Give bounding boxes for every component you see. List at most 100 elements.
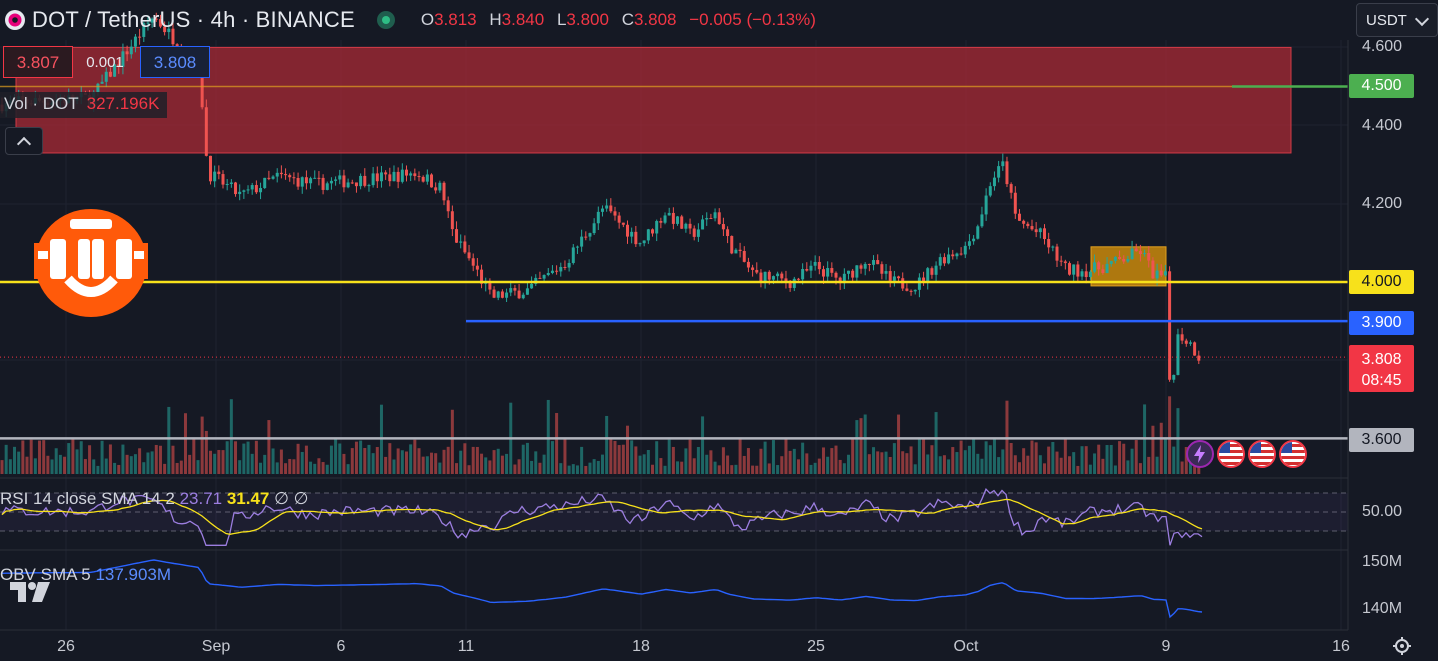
volume-bar xyxy=(1101,458,1105,474)
volume-bar xyxy=(288,458,292,474)
volume-bar xyxy=(1088,464,1092,474)
candle-body xyxy=(838,277,842,284)
candle-body xyxy=(121,51,125,67)
volume-bar xyxy=(830,448,834,474)
candle-body xyxy=(1080,271,1084,277)
candle-body xyxy=(863,263,867,269)
collapse-legend-button[interactable] xyxy=(5,127,43,155)
lightning-event-icon[interactable] xyxy=(1186,440,1214,468)
obv-tick-2: 140M xyxy=(1362,600,1403,617)
settings-gear-icon[interactable] xyxy=(1392,636,1412,656)
candle-body xyxy=(563,266,567,268)
change-value: −0.005 (−0.13%) xyxy=(689,10,816,29)
volume-bar xyxy=(796,459,800,474)
level-tag-3600[interactable]: 3.600 xyxy=(1349,428,1414,452)
volume-bar xyxy=(350,448,354,474)
volume-bar xyxy=(571,464,575,474)
candle-body xyxy=(559,266,563,272)
candle-body xyxy=(855,265,859,278)
candle-body xyxy=(488,282,492,290)
volume-bar xyxy=(175,462,179,474)
volume-bar xyxy=(317,458,321,474)
volume-bar xyxy=(192,438,196,474)
volume-bar xyxy=(980,458,984,474)
volume-bar xyxy=(538,462,542,474)
candle-body xyxy=(288,175,292,178)
candle-body xyxy=(150,18,154,23)
volume-bar xyxy=(8,459,12,474)
x-tick-3: 11 xyxy=(457,638,475,655)
volume-bar xyxy=(46,455,50,474)
obv-legend[interactable]: OBV SMA 5 137.903M xyxy=(0,565,171,585)
candle-body xyxy=(213,171,217,182)
candle-body xyxy=(104,71,108,82)
candle-body xyxy=(717,212,721,225)
symbol-title[interactable]: DOT / TetherUS · 4h · BINANCE xyxy=(32,7,355,32)
volume-bar xyxy=(721,447,725,474)
volume-bar xyxy=(1034,442,1038,474)
volume-bar xyxy=(1168,396,1172,474)
candle-body xyxy=(630,231,634,237)
candle-body xyxy=(767,271,771,280)
currency-select[interactable]: USDT xyxy=(1356,3,1438,37)
candle-body xyxy=(259,188,263,193)
buy-price-button[interactable]: 3.808 xyxy=(140,46,210,78)
candle-body xyxy=(692,228,696,237)
volume-bar xyxy=(955,452,959,474)
chevron-down-icon xyxy=(1414,11,1430,27)
us-flag-event-icon[interactable] xyxy=(1279,440,1307,468)
volume-bar xyxy=(705,454,709,474)
candle-body xyxy=(154,18,158,20)
volume-bar xyxy=(484,457,488,474)
rsi-legend[interactable]: RSI 14 close SMA 14 2 23.71 31.47 ∅ ∅ xyxy=(0,489,308,509)
level-tag-4500[interactable]: 4.500 xyxy=(1349,74,1414,98)
candle-body xyxy=(96,83,100,93)
candle-body xyxy=(279,172,283,175)
candle-body xyxy=(313,177,317,179)
volume-bar xyxy=(354,441,358,474)
volume-bar xyxy=(67,443,71,474)
market-open-icon xyxy=(376,11,395,29)
candle-body xyxy=(413,173,417,177)
volume-bar xyxy=(1072,452,1076,474)
sell-price-button[interactable]: 3.807 xyxy=(3,46,73,78)
rsi-sma-line xyxy=(1,498,1203,535)
us-flag-event-icon[interactable] xyxy=(1248,440,1276,468)
candle-body xyxy=(734,249,738,254)
candle-body xyxy=(634,231,638,245)
candle-body xyxy=(1113,256,1117,261)
volume-bar xyxy=(592,459,596,474)
us-flag-event-icon[interactable] xyxy=(1217,440,1245,468)
candle-body xyxy=(972,238,976,242)
candle-body xyxy=(446,200,450,212)
economic-events[interactable] xyxy=(1186,440,1310,470)
volume-bar xyxy=(726,455,730,474)
volume-bar xyxy=(183,413,187,474)
candle-body xyxy=(1126,258,1130,262)
volume-bar xyxy=(851,438,855,474)
level-tag-4000[interactable]: 4.000 xyxy=(1349,270,1414,294)
candle-body xyxy=(609,205,613,212)
candle-body xyxy=(646,229,650,241)
volume-legend[interactable]: Vol · DOT 327.196K xyxy=(0,92,168,118)
level-tag-3900[interactable]: 3.900 xyxy=(1349,311,1414,335)
volume-bar xyxy=(29,439,33,474)
candle-body xyxy=(905,288,909,291)
candle-body xyxy=(321,177,325,190)
rsi-tick: 50.00 xyxy=(1362,503,1403,520)
candle-body xyxy=(709,218,713,220)
volume-label: Vol · DOT xyxy=(4,94,79,113)
volume-bar xyxy=(1051,441,1055,474)
volume-bar xyxy=(934,412,938,474)
tradingview-logo xyxy=(10,582,50,602)
volume-bar xyxy=(467,465,471,474)
candle-body xyxy=(580,236,584,247)
volume-bar xyxy=(1113,465,1117,474)
volume-bar xyxy=(621,444,625,474)
volume-bar xyxy=(888,457,892,474)
volume-bar xyxy=(1159,422,1163,474)
volume-bar xyxy=(847,454,851,474)
volume-bar xyxy=(1093,453,1097,474)
candle-body xyxy=(663,215,667,223)
